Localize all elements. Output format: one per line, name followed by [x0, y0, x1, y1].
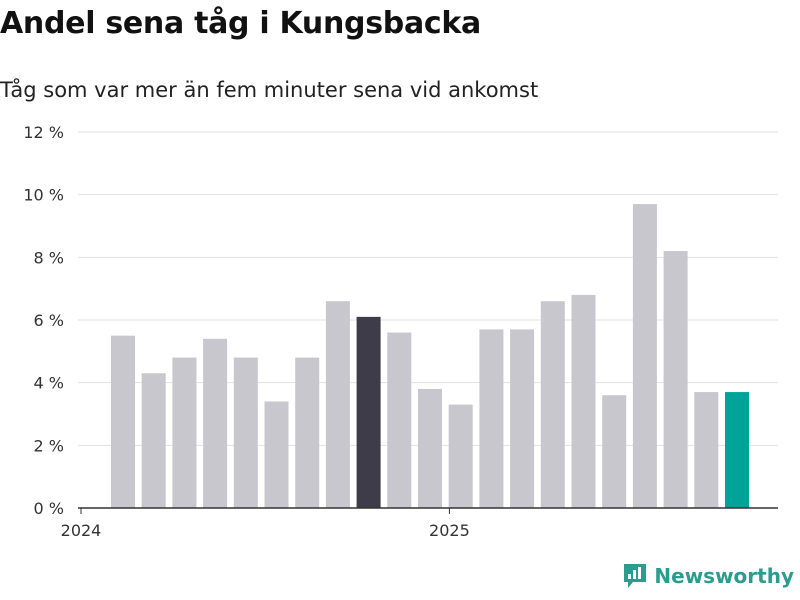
bar	[448, 404, 473, 508]
bar	[264, 401, 289, 508]
bar	[325, 301, 350, 508]
bar	[694, 392, 719, 508]
bars	[111, 204, 749, 509]
x-tick-label: 2025	[429, 521, 470, 540]
bar	[172, 357, 197, 508]
y-tick-label: 0 %	[34, 499, 64, 518]
newsworthy-logo-icon	[624, 564, 647, 588]
brand-name: Newsworthy	[654, 564, 794, 588]
y-tick-label: 6 %	[34, 311, 64, 330]
bar	[418, 388, 442, 508]
bar	[602, 395, 627, 508]
bar	[356, 316, 381, 508]
chart-subtitle: Tåg som var mer än fem minuter sena vid …	[0, 78, 539, 102]
y-tick-label: 4 %	[34, 374, 64, 393]
y-tick-label: 10 %	[23, 186, 64, 205]
bar	[233, 357, 258, 508]
y-tick-label: 8 %	[34, 248, 64, 267]
bar	[295, 357, 320, 508]
bar	[571, 294, 596, 508]
bar	[111, 335, 135, 508]
x-tick-label: 2024	[61, 521, 102, 540]
y-tick-label: 2 %	[34, 436, 64, 455]
newsworthy-brand: Newsworthy	[622, 562, 794, 590]
chart-title: Andel sena tåg i Kungsbacka	[0, 6, 481, 41]
bar	[479, 329, 504, 508]
bar	[203, 338, 228, 508]
x-axis: 2024 2025	[61, 507, 778, 540]
bar	[540, 301, 565, 508]
bar	[510, 329, 535, 508]
bar	[725, 392, 749, 508]
y-tick-label: 12 %	[23, 123, 64, 142]
bar	[663, 251, 688, 509]
y-axis-tick-labels: 0 % 2 % 4 % 6 % 8 % 10 % 12 %	[23, 123, 64, 518]
bar	[387, 332, 412, 508]
bar	[141, 373, 166, 508]
bar	[632, 204, 657, 509]
